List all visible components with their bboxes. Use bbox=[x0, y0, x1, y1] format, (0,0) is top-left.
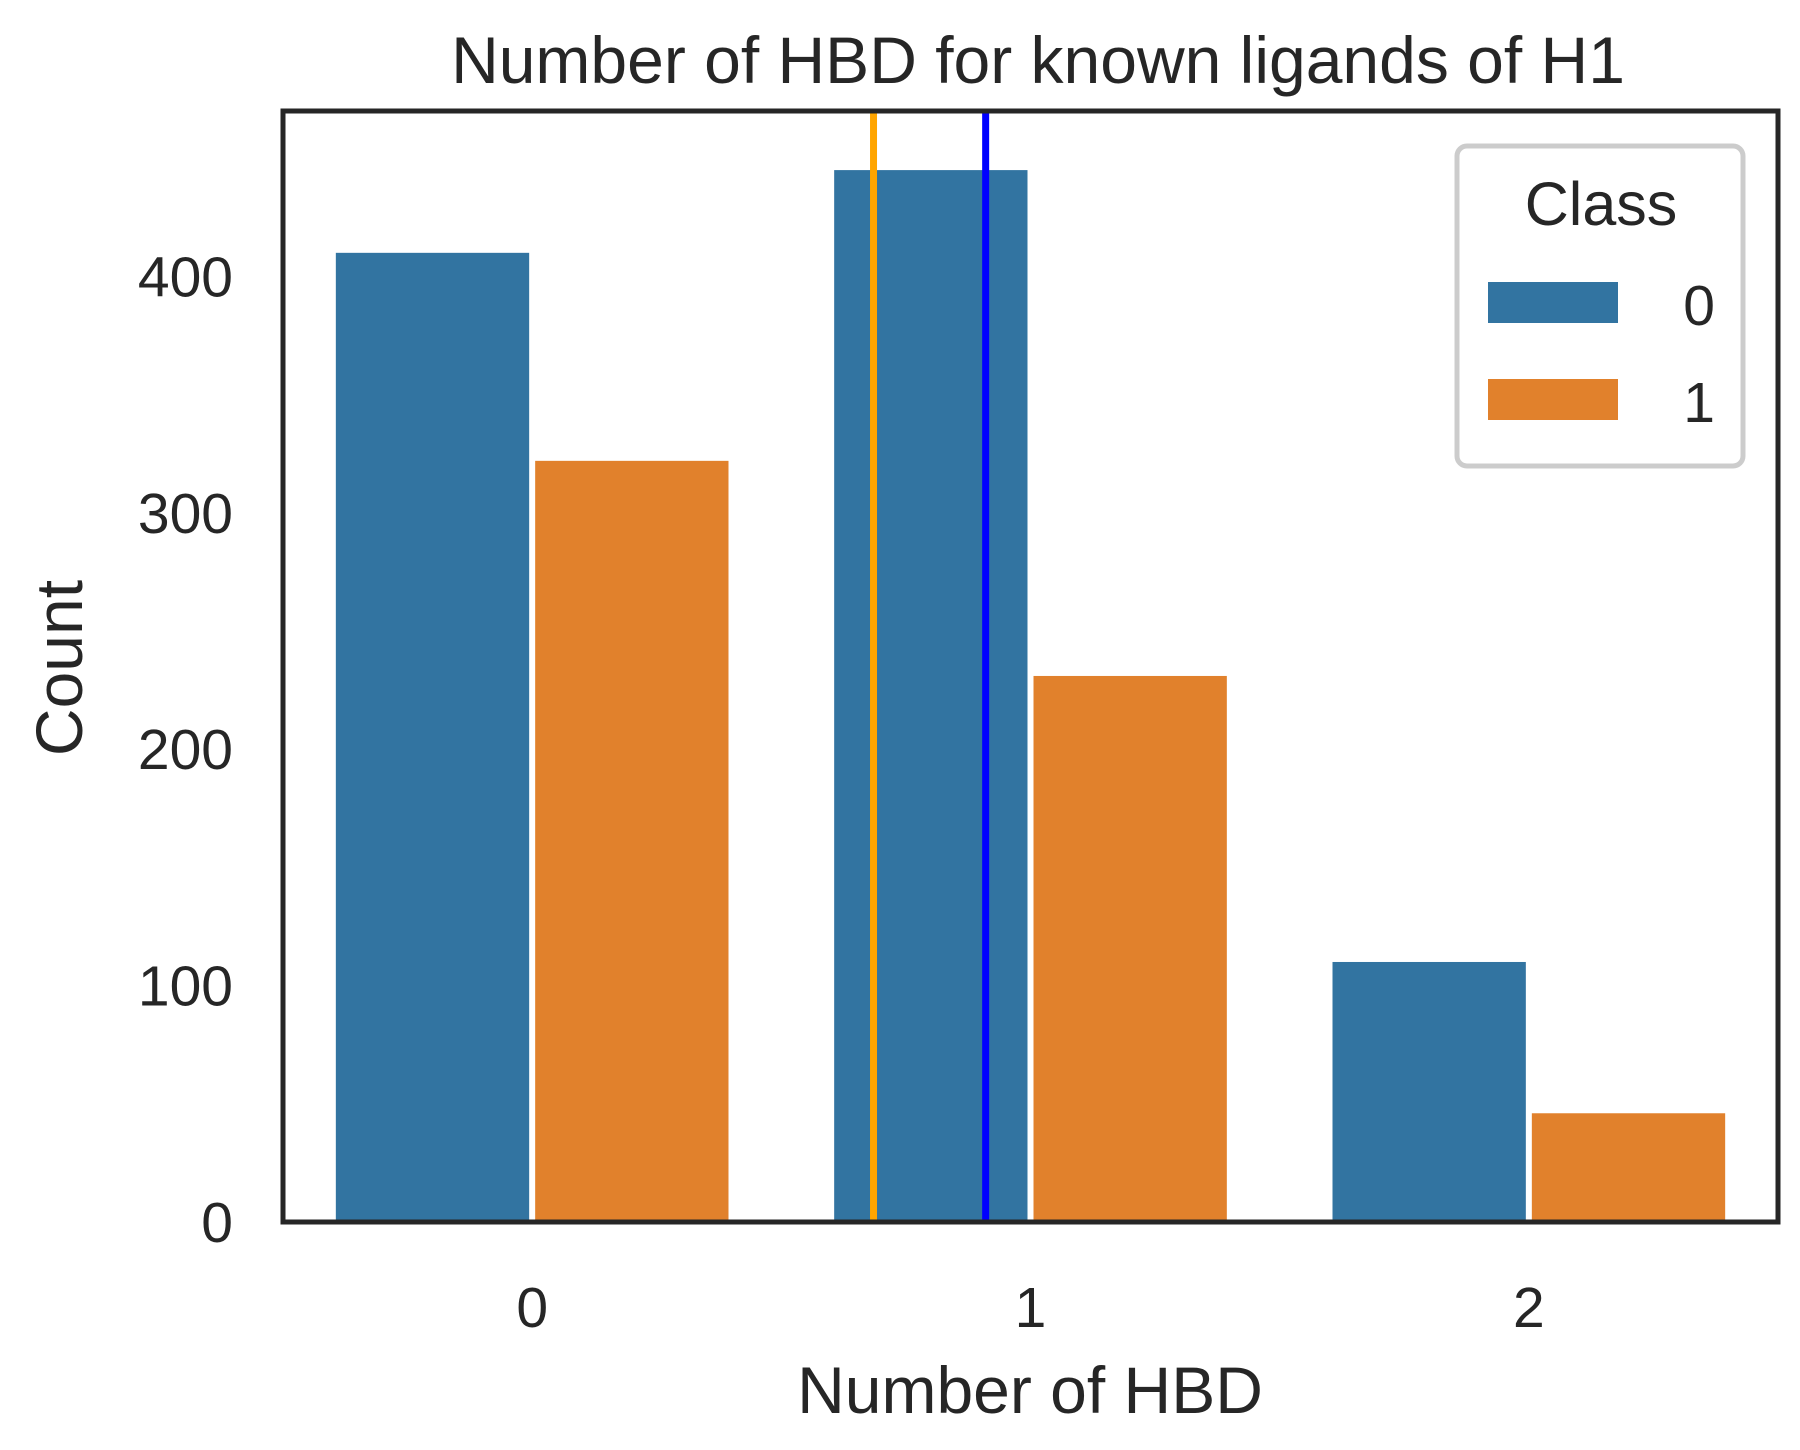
y-tick-label-200: 200 bbox=[138, 718, 233, 782]
y-tick-labels: 0 100 200 300 400 bbox=[138, 245, 233, 1255]
y-tick-label-0: 0 bbox=[201, 1191, 233, 1255]
legend-label-class-0: 0 bbox=[1683, 274, 1715, 338]
y-tick-label-400: 400 bbox=[138, 245, 233, 309]
x-axis-label: Number of HBD bbox=[797, 1353, 1263, 1427]
y-axis-label: Count bbox=[22, 580, 96, 756]
reference-lines-layer bbox=[870, 111, 990, 1222]
x-tick-label-1: 1 bbox=[1015, 1276, 1047, 1340]
legend-swatch-class-1 bbox=[1488, 379, 1618, 420]
bar-class-1-hbd-1 bbox=[1033, 675, 1227, 1222]
bar-class-1-hbd-2 bbox=[1531, 1113, 1726, 1222]
bar-class-1-hbd-0 bbox=[535, 460, 729, 1222]
x-tick-label-0: 0 bbox=[516, 1276, 548, 1340]
plot-frame bbox=[280, 108, 1781, 1225]
legend-swatch-class-0 bbox=[1488, 282, 1618, 323]
bar-class-0-hbd-0 bbox=[335, 252, 530, 1223]
bar-class-0-hbd-1 bbox=[834, 170, 1028, 1223]
x-tick-labels: 0 1 2 bbox=[516, 1276, 1544, 1340]
x-tick-label-2: 2 bbox=[1513, 1276, 1545, 1340]
y-tick-label-100: 100 bbox=[138, 955, 233, 1019]
y-tick-label-300: 300 bbox=[138, 482, 233, 546]
legend: Class 0 1 bbox=[1454, 143, 1746, 469]
chart-title: Number of HBD for known ligands of H1 bbox=[451, 23, 1625, 97]
legend-label-class-1: 1 bbox=[1683, 371, 1715, 435]
bars-layer bbox=[335, 170, 1726, 1223]
legend-title: Class bbox=[1525, 170, 1678, 238]
bar-class-0-hbd-2 bbox=[1332, 961, 1526, 1222]
